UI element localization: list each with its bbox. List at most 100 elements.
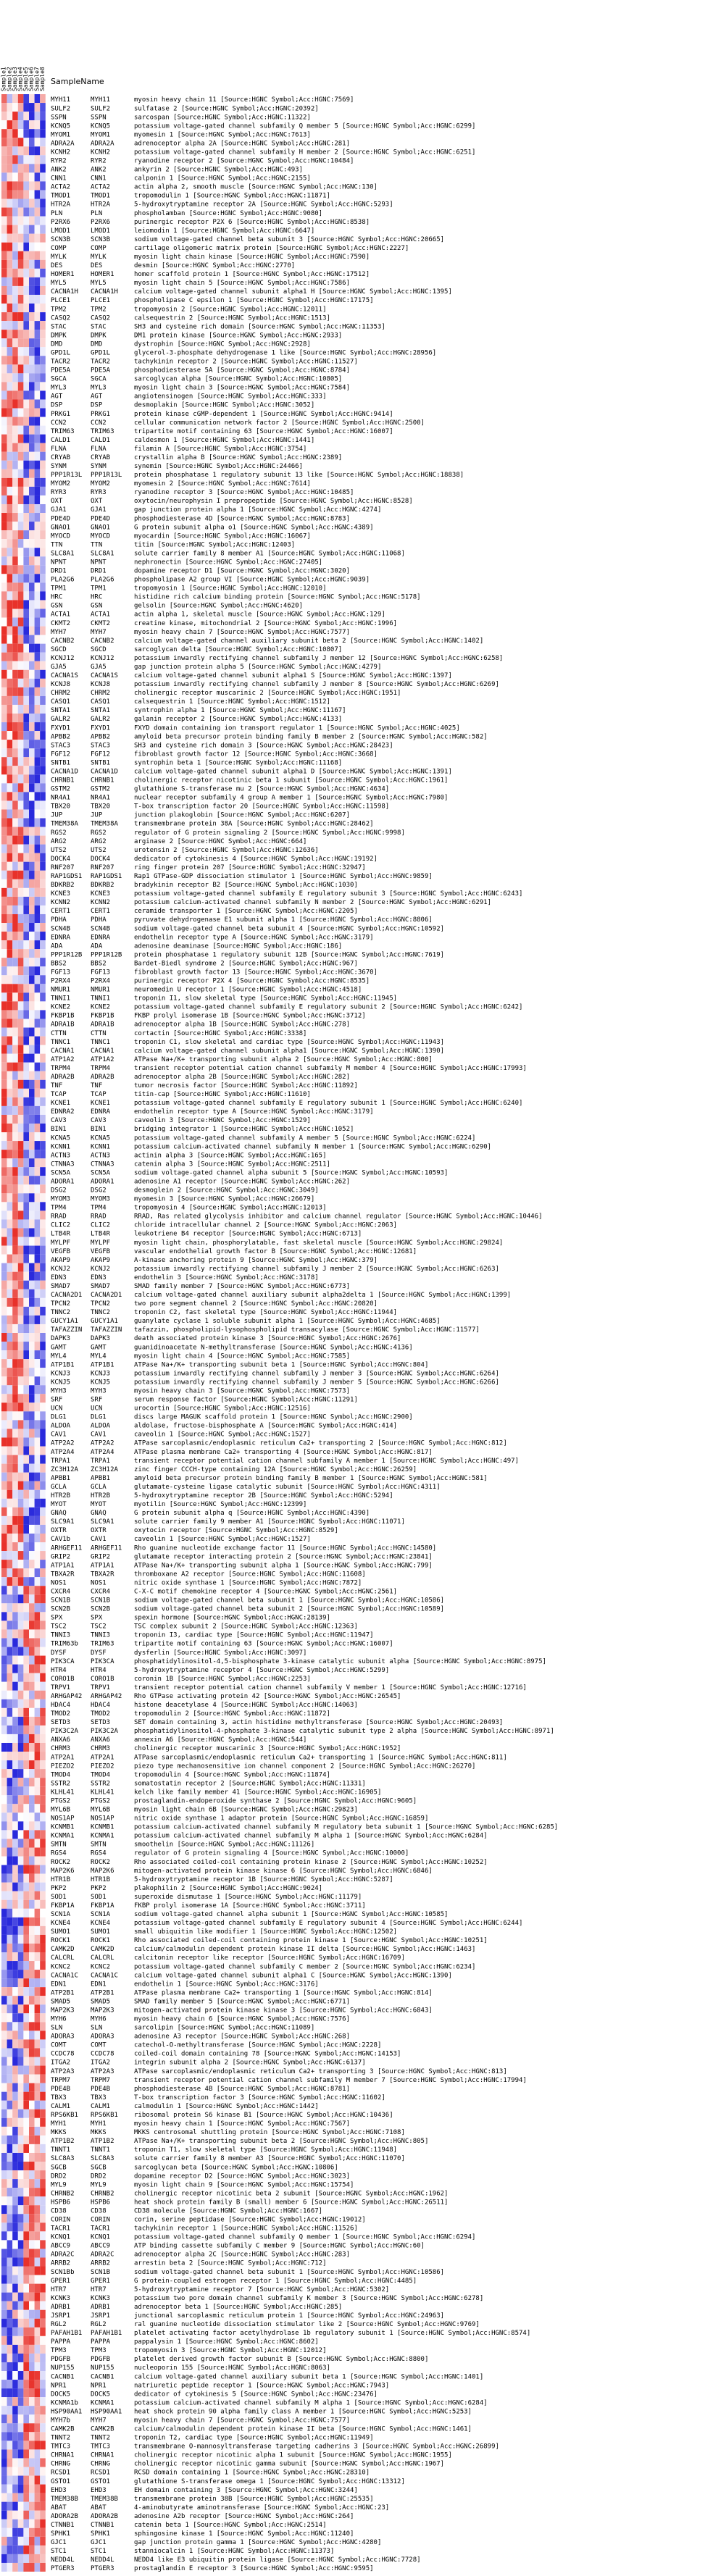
heatmap-cell — [12, 1804, 18, 1813]
heatmap-cell — [17, 2257, 24, 2267]
heatmap-cell — [12, 1821, 18, 1831]
row-id-label: PIK3CA — [51, 1658, 75, 1665]
heatmap-cell — [12, 2152, 18, 2162]
heatmap-cell — [34, 626, 41, 635]
row-symbol-label: TNNI3 — [91, 1632, 110, 1639]
heatmap-cell — [40, 2196, 46, 2206]
heatmap-cell — [23, 1472, 29, 1481]
heatmap-cell — [1, 1882, 7, 1891]
heatmap-cell — [17, 896, 24, 906]
heatmap-cell — [7, 975, 13, 984]
row-symbol-label: RRAD — [91, 1213, 107, 1221]
row-description: thromboxane A2 receptor [Source:HGNC Sym… — [134, 1571, 366, 1578]
heatmap-cell — [1, 390, 7, 400]
heatmap-cell — [7, 1463, 13, 1473]
row-symbol-label: GNAO1 — [91, 524, 110, 531]
heatmap-cell — [12, 382, 18, 391]
heatmap-cell — [1, 1411, 7, 1421]
heatmap-cell — [40, 2344, 46, 2354]
heatmap-cell — [23, 242, 29, 251]
heatmap-cell — [12, 1515, 18, 1525]
heatmap-cell — [23, 887, 29, 897]
row-symbol-label: HTR1B — [91, 1876, 110, 1883]
heatmap-cell — [29, 835, 35, 845]
heatmap-cell — [40, 1193, 46, 1203]
heatmap-cell — [29, 923, 35, 932]
heatmap-cell — [23, 678, 29, 687]
heatmap-cell — [34, 1402, 41, 1412]
heatmap-cell — [7, 2362, 13, 2372]
row-description: natriuretic peptide receptor 1 [Source:H… — [134, 2382, 389, 2389]
heatmap-cell — [34, 2309, 41, 2319]
row-id-label: FLNA — [51, 446, 67, 453]
row-description: potassium voltage-gated channel subfamil… — [134, 1100, 522, 1107]
heatmap-cell — [23, 1795, 29, 1805]
heatmap-cell — [29, 617, 35, 627]
heatmap-cell — [40, 1795, 46, 1805]
heatmap-cell — [23, 932, 29, 941]
heatmap-cell — [29, 495, 35, 504]
heatmap-cell — [29, 1778, 35, 1787]
heatmap-cell — [34, 2501, 41, 2511]
heatmap-cell — [29, 1821, 35, 1831]
heatmap-cell — [17, 190, 24, 199]
heatmap-cell — [12, 356, 18, 365]
heatmap-cell — [23, 1542, 29, 1552]
heatmap-cell — [1, 129, 7, 138]
heatmap-cell — [17, 2022, 24, 2031]
row-symbol-label: CHRM2 — [91, 690, 110, 697]
row-description: phosphatidylinositol-4,5-bisphosphate 3-… — [134, 1658, 546, 1665]
row-description: creatine kinase, mitochondrial 2 [Source… — [134, 620, 397, 627]
heatmap-cell — [34, 155, 41, 164]
row-id-label: ATP2A4 — [51, 1449, 75, 1456]
row-description: sodium voltage-gated channel alpha subun… — [134, 1911, 448, 1918]
column-label: Sample6 — [28, 67, 35, 91]
row-symbol-label: COMP — [91, 245, 107, 252]
column-label: Sample1 — [1, 67, 7, 91]
heatmap-cell — [29, 1752, 35, 1761]
heatmap-cells — [1, 94, 46, 2572]
heatmap-cell — [40, 1079, 46, 1089]
heatmap-cell — [34, 1978, 41, 1988]
heatmap-cell — [1, 1489, 7, 1499]
heatmap-cell — [34, 835, 41, 845]
row-id-label: PDHA — [51, 916, 67, 924]
row-description: adenosine A2b receptor [Source:HGNC Symb… — [134, 2513, 354, 2520]
heatmap-cell — [1, 2309, 7, 2319]
row-description: ryanodine receptor 3 [Source:HGNC Symbol… — [134, 489, 354, 496]
heatmap-cell — [17, 2441, 24, 2450]
heatmap-cell — [7, 2554, 13, 2563]
row-description: prostaglandin E receptor 3 [Source:HGNC … — [134, 2565, 374, 2572]
heatmap-cell — [23, 399, 29, 409]
row-id-label: SLC8A1 — [51, 550, 75, 557]
heatmap-cell — [7, 321, 13, 330]
row-id-label: SCN3B — [51, 236, 70, 243]
heatmap-cell — [29, 609, 35, 618]
heatmap-cell — [17, 1455, 24, 1464]
heatmap-cell — [7, 1315, 13, 1324]
heatmap-cell — [7, 1812, 13, 1822]
heatmap-cell — [1, 1629, 7, 1639]
heatmap-cell — [40, 1463, 46, 1473]
heatmap-cell — [17, 268, 24, 277]
heatmap-cell — [40, 1821, 46, 1831]
heatmap-cell — [34, 887, 41, 897]
heatmap-cell — [29, 1586, 35, 1595]
row-id-label: ADRB1 — [51, 2304, 70, 2311]
row-symbol-label: MAP2K6 — [91, 1868, 114, 1875]
row-id-label: MKKS — [51, 2129, 67, 2136]
heatmap-cell — [17, 2100, 24, 2109]
heatmap-cell — [7, 591, 13, 601]
heatmap-cell — [7, 399, 13, 409]
heatmap-cell — [29, 827, 35, 836]
heatmap-cell — [34, 940, 41, 950]
row-id-label: KCNJ8 — [51, 681, 70, 688]
heatmap-cell — [40, 1498, 46, 1507]
row-id-label: TPM3 — [51, 2347, 67, 2354]
heatmap-cell — [12, 198, 18, 208]
heatmap-cell — [23, 1271, 29, 1281]
row-description: adenosine A1 receptor [Source:HGNC Symbo… — [134, 1178, 350, 1185]
row-description: glutathione S-transferase mu 2 [Source:H… — [134, 786, 389, 793]
row-id-label: TNNI1 — [51, 995, 70, 1003]
heatmap-cell — [34, 792, 41, 801]
